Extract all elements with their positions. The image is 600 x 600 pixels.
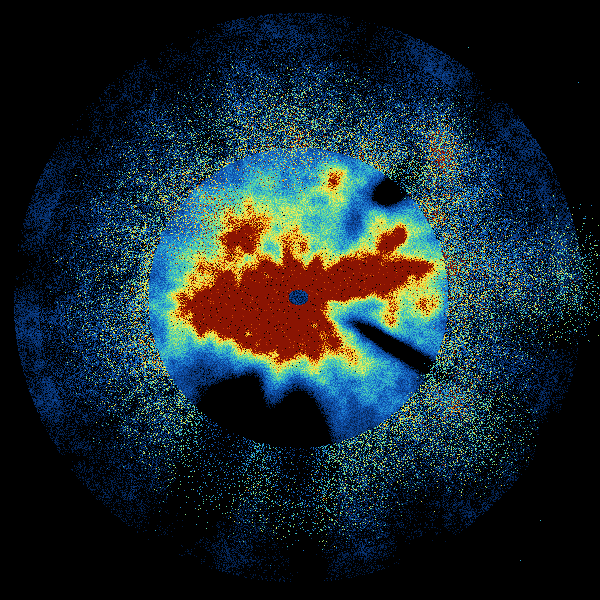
false-color-intensity-map (0, 0, 600, 600)
image-viewport: Radial burst false-color intensity map (0, 0, 600, 600)
